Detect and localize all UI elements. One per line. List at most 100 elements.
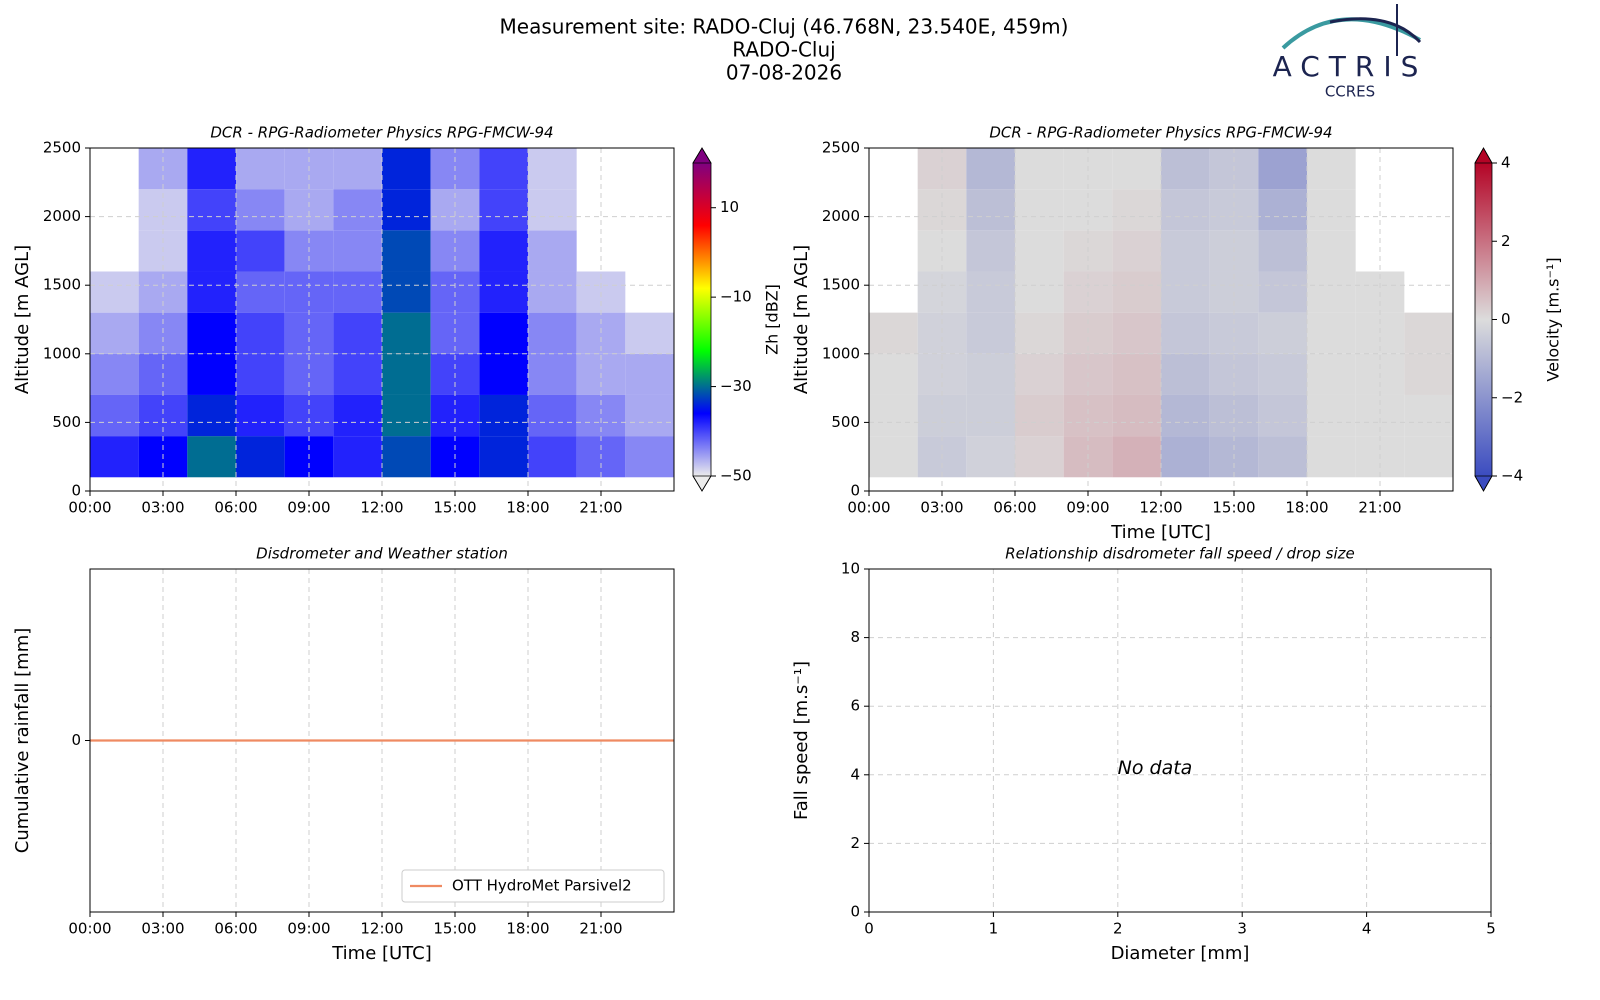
colorbar-tick-label: −4 (1501, 467, 1523, 485)
x-tick-label: 12:00 (1139, 499, 1182, 517)
heatmap-cell (1258, 148, 1307, 190)
heatmap-cell (1404, 436, 1453, 478)
heatmap-cell (966, 353, 1015, 395)
y-axis-label: Altitude [m AGL] (791, 245, 812, 394)
heatmap-cell (1307, 353, 1356, 395)
heatmap-cell (333, 230, 382, 272)
y-tick-label: 1000 (43, 344, 81, 362)
y-tick-label: 2000 (43, 207, 81, 225)
x-axis-label: Time [UTC] (331, 943, 432, 964)
heatmap-cell (236, 394, 285, 437)
heatmap-cell (1404, 312, 1453, 354)
y-tick-label: 500 (52, 413, 81, 431)
heatmap-cell (90, 353, 139, 395)
logo-name: ACTRIS (1273, 50, 1428, 83)
heatmap-cell (187, 271, 236, 313)
heatmap-cell (528, 353, 577, 395)
y-tick-label: 6 (850, 697, 860, 715)
heatmap-cell (1258, 436, 1307, 478)
y-tick-label: 500 (831, 413, 860, 431)
x-tick-label: 15:00 (1212, 499, 1255, 517)
colorbar (1475, 163, 1492, 476)
heatmap-cell (187, 394, 236, 437)
x-tick-label: 3 (1237, 920, 1247, 938)
x-tick-label: 5 (1486, 920, 1496, 938)
heatmap-cell (1258, 353, 1307, 395)
x-tick-label: 06:00 (214, 920, 257, 938)
heatmap-cell (1307, 436, 1356, 478)
chart: DCR - RPG-Radiometer Physics RPG-FMCW-94… (791, 124, 1563, 544)
legend-label: OTT HydroMet Parsivel2 (452, 877, 632, 895)
heatmap-cell (869, 394, 918, 437)
plot-frame (868, 568, 1492, 913)
annotation: No data (1118, 757, 1193, 779)
heatmap-cell (625, 312, 674, 354)
heatmap-cell (966, 436, 1015, 478)
heatmap-cell (1161, 189, 1210, 231)
heatmap-cell (479, 189, 528, 231)
heatmap-cell (333, 353, 382, 395)
y-tick-label: 0 (850, 903, 860, 921)
colorbar-tick-label: 2 (1501, 232, 1511, 250)
y-tick-label: 1500 (822, 276, 860, 294)
chart-title: DCR - RPG-Radiometer Physics RPG-FMCW-94 (210, 124, 553, 142)
x-tick-label: 03:00 (141, 920, 184, 938)
heatmap-cell (479, 148, 528, 190)
heatmap-cell (382, 394, 431, 437)
heatmap-cell (1258, 189, 1307, 231)
heatmap-cell (966, 148, 1015, 190)
heatmap-cell (236, 271, 285, 313)
heatmap-cell (187, 436, 236, 478)
colorbar-tick-label: −50 (720, 467, 752, 485)
heatmap-cell (869, 353, 918, 395)
heatmap-cell (625, 436, 674, 478)
heatmap-cell (382, 230, 431, 272)
heatmap-cell (1307, 148, 1356, 190)
heatmap-cell (1404, 394, 1453, 437)
heatmap-cell (1404, 353, 1453, 395)
y-tick-label: 0 (71, 482, 81, 500)
heatmap-cell (1258, 312, 1307, 354)
heatmap-cell (869, 312, 918, 354)
x-tick-label: 09:00 (287, 920, 330, 938)
y-tick-label: 2500 (822, 139, 860, 157)
heatmap-cell (90, 271, 139, 313)
heatmap-cell (966, 271, 1015, 313)
y-tick-label: 2500 (43, 139, 81, 157)
y-tick-label: 10 (841, 560, 860, 578)
heatmap-cell (528, 148, 577, 190)
heatmap-cell (1015, 353, 1064, 395)
heatmap-cell (236, 353, 285, 395)
heatmap-cell (966, 394, 1015, 437)
heatmap-cell (1161, 271, 1210, 313)
heatmap-cell (1307, 230, 1356, 272)
heatmap-cell (1258, 394, 1307, 437)
x-tick-label: 21:00 (1358, 499, 1401, 517)
x-tick-label: 18:00 (506, 920, 549, 938)
x-tick-label: 21:00 (579, 499, 622, 517)
heatmap-cell (1015, 271, 1064, 313)
heatmap-cell (1015, 230, 1064, 272)
heatmap-cell (479, 271, 528, 313)
y-tick-label: 1000 (822, 344, 860, 362)
heatmap-cell (1112, 353, 1161, 395)
heatmap-cell (1112, 148, 1161, 190)
heatmap-cell (1015, 312, 1064, 354)
x-tick-label: 06:00 (993, 499, 1036, 517)
y-tick-label: 0 (850, 482, 860, 500)
heatmap-cell (1161, 436, 1210, 478)
y-tick-label: 8 (850, 628, 860, 646)
heatmap-cell (1112, 189, 1161, 231)
x-tick-label: 00:00 (68, 499, 111, 517)
heatmap-cell (333, 189, 382, 231)
y-tick-label: 2000 (822, 207, 860, 225)
heatmap-cell (528, 394, 577, 437)
x-tick-label: 21:00 (579, 920, 622, 938)
x-tick-label: 18:00 (506, 499, 549, 517)
y-axis-label: Fall speed [m.s⁻¹] (791, 661, 812, 820)
colorbar-tick-label: 4 (1501, 154, 1511, 172)
heatmap-cell (1307, 312, 1356, 354)
figure-title: Measurement site: RADO-Cluj (46.768N, 23… (500, 15, 1069, 39)
chart-title: Relationship disdrometer fall speed / dr… (1005, 545, 1355, 563)
